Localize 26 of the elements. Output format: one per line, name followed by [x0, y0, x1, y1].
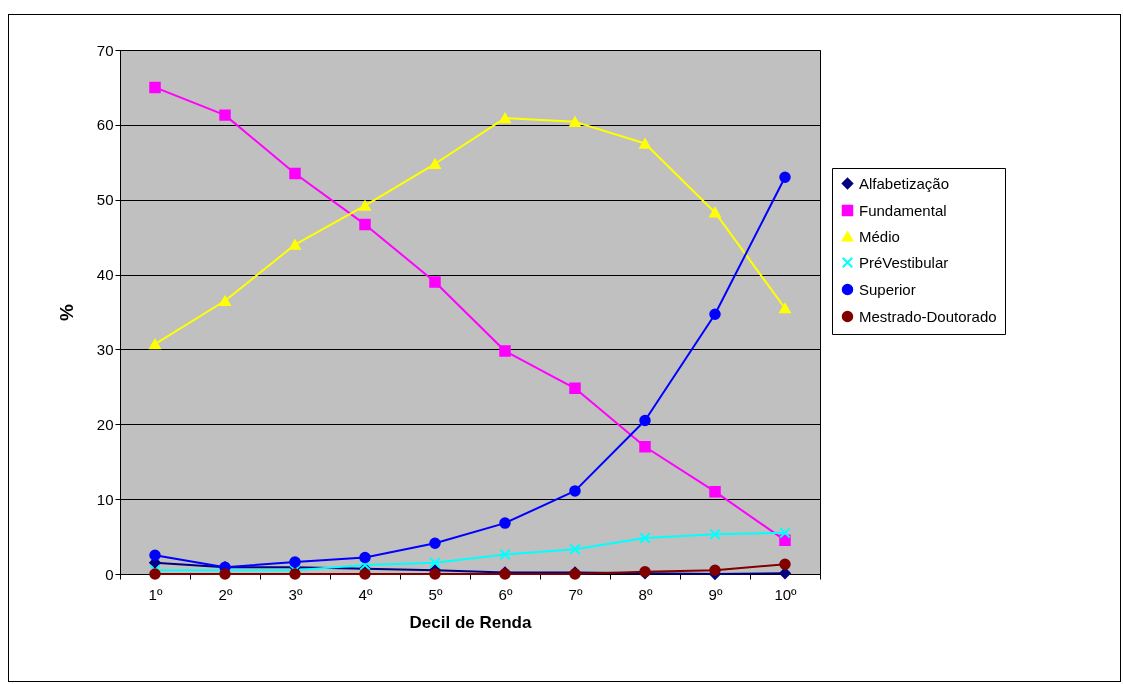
legend-label: Alfabetização: [859, 174, 950, 192]
legend-label: Mestrado-Doutorado: [859, 307, 997, 325]
y-axis-title: %: [55, 303, 77, 321]
y-tick-label: 60: [96, 116, 114, 134]
y-tick-label: 70: [96, 41, 114, 59]
x-tick-label: 4º: [358, 585, 373, 603]
x-tick-label: 6º: [498, 585, 513, 603]
legend-label: Superior: [859, 280, 916, 298]
x-axis-title: Decil de Renda: [409, 612, 532, 632]
legend-label: Médio: [859, 227, 900, 245]
y-tick-label: 20: [96, 415, 114, 433]
x-tick-label: 2º: [218, 585, 233, 603]
y-tick-label: 40: [96, 266, 114, 284]
y-tick-label: 30: [96, 340, 114, 358]
y-tick-label: 10: [96, 490, 114, 508]
x-tick-label: 9º: [708, 585, 723, 603]
x-tick-label: 10º: [774, 585, 798, 603]
x-tick-label: 7º: [568, 585, 583, 603]
x-tick-label: 1º: [148, 585, 163, 603]
legend-label: Fundamental: [859, 201, 947, 219]
legend-label: PréVestibular: [859, 253, 949, 271]
y-tick-label: 0: [105, 565, 114, 583]
x-tick-label: 3º: [288, 585, 303, 603]
x-tick-label: 8º: [638, 585, 653, 603]
x-tick-label: 5º: [428, 585, 443, 603]
y-tick-label: 50: [96, 191, 114, 209]
